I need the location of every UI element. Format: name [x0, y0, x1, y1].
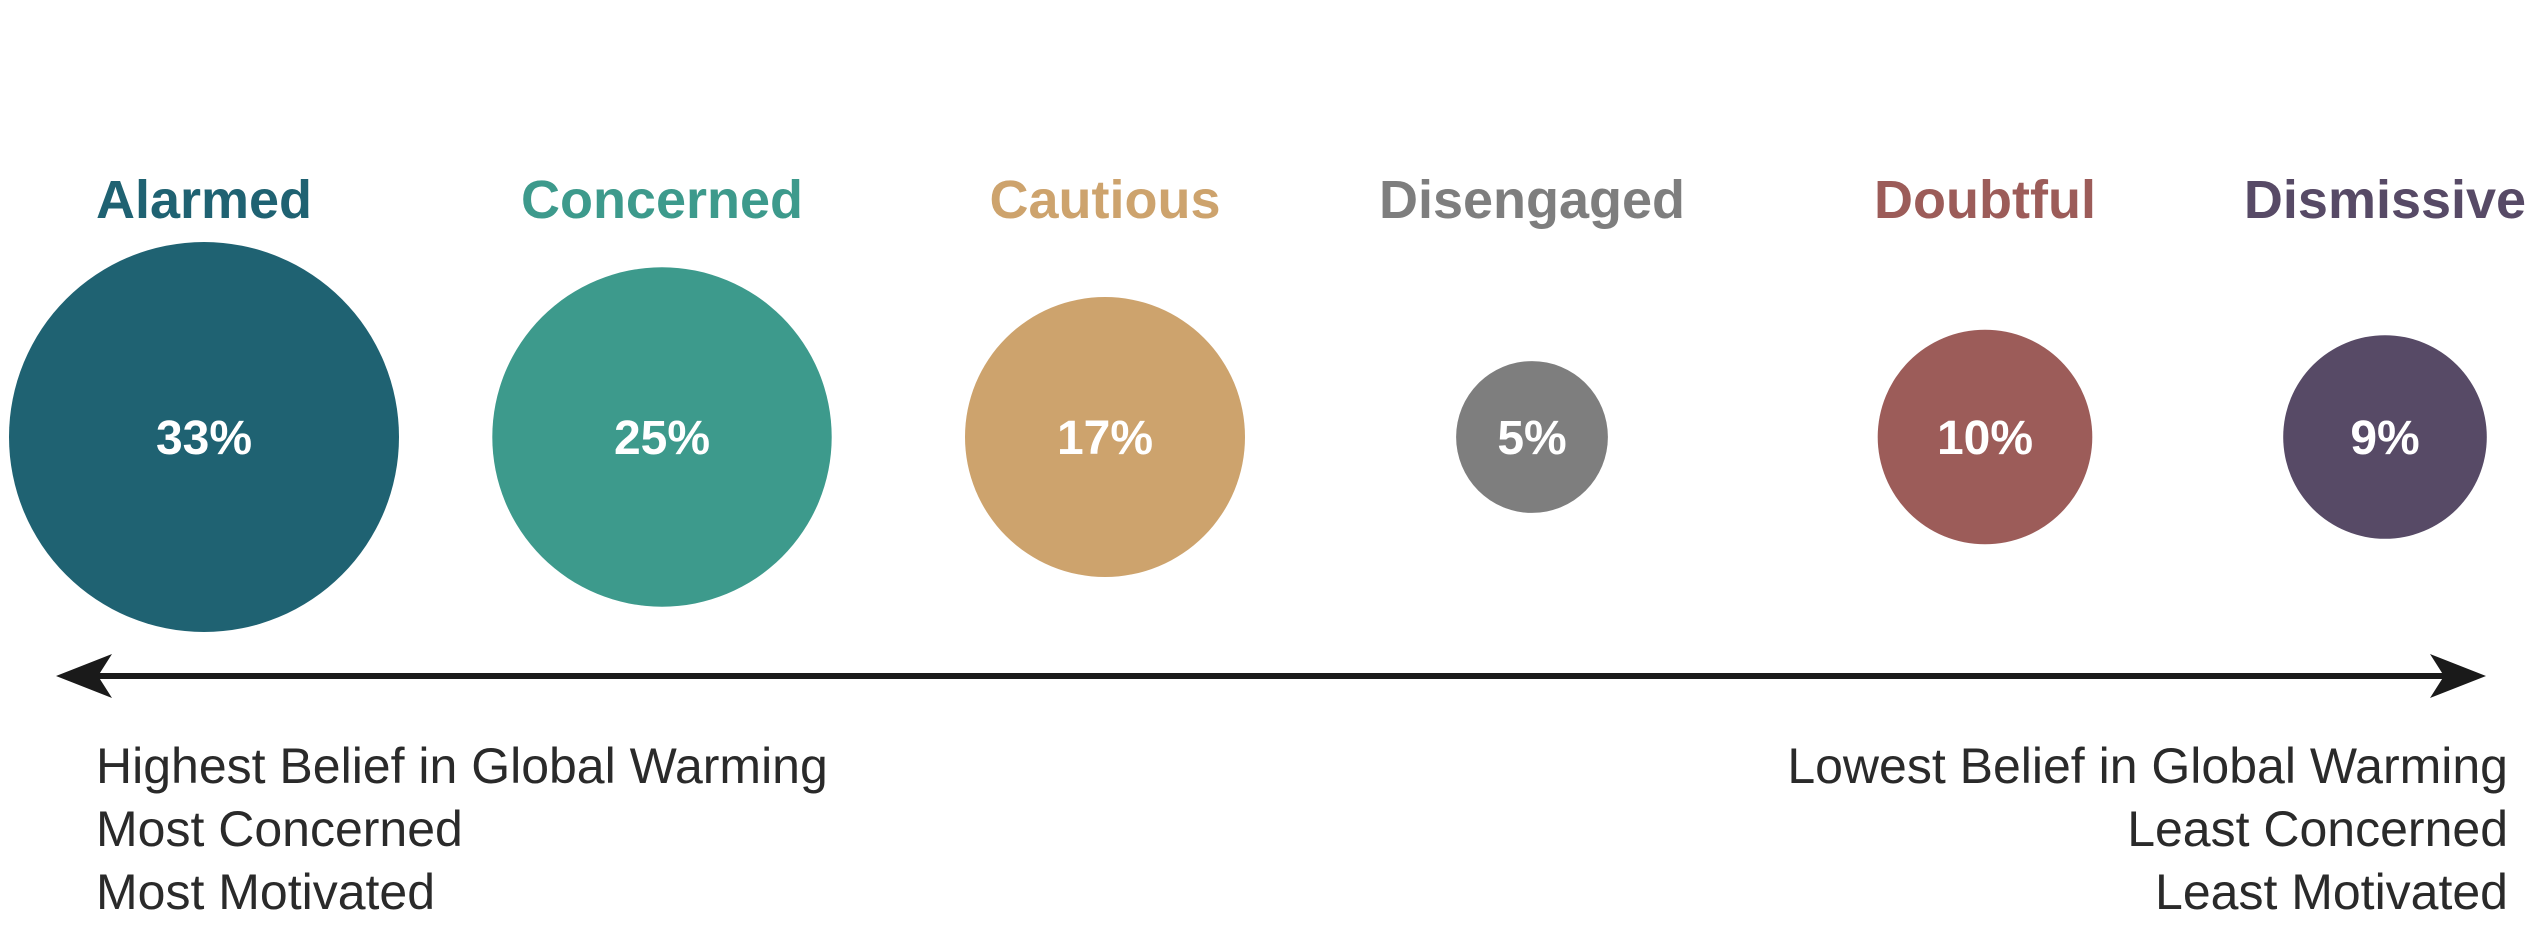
bubble-concerned [492, 267, 832, 607]
caption-left: Highest Belief in Global Warming Most Co… [96, 735, 828, 924]
caption-left-line-1: Highest Belief in Global Warming [96, 738, 828, 794]
bubble-cautious [965, 297, 1245, 577]
caption-right-line-1: Lowest Belief in Global Warming [1787, 738, 2508, 794]
category-label-alarmed: Alarmed [96, 170, 312, 230]
bubble-doubtful [1877, 329, 2093, 545]
bubbles-group: 33% Alarmed 25% Concerned 17% Cautious 5% Disen… [9, 170, 2526, 632]
value-label-doubtful: 10% [1937, 412, 2033, 465]
value-label-concerned: 25% [614, 412, 710, 465]
category-label-concerned: Concerned [521, 170, 803, 230]
bubble-alarmed [9, 242, 399, 632]
category-label-cautious: Cautious [989, 170, 1220, 230]
bubble-disengaged [1456, 361, 1608, 513]
caption-right: Lowest Belief in Global Warming Least Co… [1787, 735, 2508, 924]
arrowhead-right-icon [2430, 654, 2486, 698]
arrowhead-left-icon [56, 654, 112, 698]
value-label-dismissive: 9% [2350, 412, 2419, 465]
category-label-doubtful: Doubtful [1874, 170, 2096, 230]
belief-spectrum-axis [56, 654, 2486, 698]
value-label-disengaged: 5% [1497, 412, 1566, 465]
value-label-cautious: 17% [1057, 412, 1153, 465]
bubble-dismissive [2283, 335, 2487, 539]
value-label-alarmed: 33% [156, 412, 252, 465]
caption-right-line-2: Least Concerned [2127, 801, 2508, 857]
category-label-dismissive: Dismissive [2244, 170, 2526, 230]
caption-left-line-2: Most Concerned [96, 801, 463, 857]
category-label-disengaged: Disengaged [1379, 170, 1685, 230]
caption-left-line-3: Most Motivated [96, 864, 436, 920]
caption-right-line-3: Least Motivated [2155, 864, 2508, 920]
